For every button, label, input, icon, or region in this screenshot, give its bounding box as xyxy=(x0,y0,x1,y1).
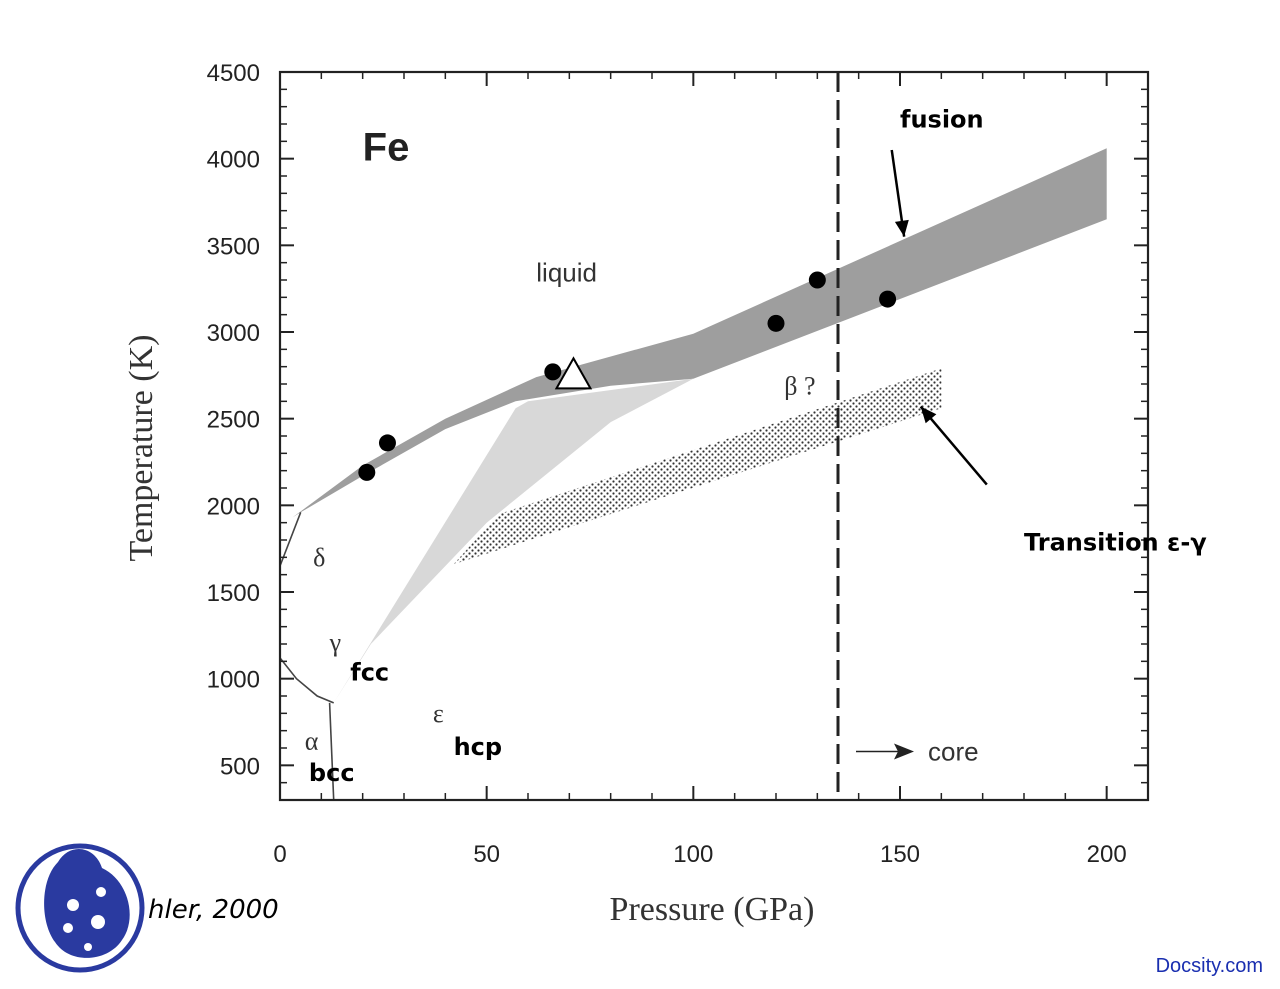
data-point xyxy=(544,363,562,381)
docsity-logo-icon xyxy=(15,843,145,973)
annotation-label: γ xyxy=(329,628,342,657)
boundary-0 xyxy=(279,657,335,704)
fusion-arrow-head-icon xyxy=(894,219,909,237)
watermark-link[interactable]: Docsity.com xyxy=(1156,955,1263,977)
region-0 xyxy=(292,148,1107,518)
annotation-label: fcc xyxy=(350,658,389,686)
citation-text: hler, 2000 xyxy=(148,895,279,925)
y-tick-label: 1000 xyxy=(207,667,260,694)
chart-title: Fe xyxy=(363,125,410,169)
data-point xyxy=(378,434,396,452)
data-point xyxy=(879,290,897,308)
y-tick-label: 3000 xyxy=(207,320,260,347)
x-axis-label: Pressure (GPa) xyxy=(610,891,815,928)
annotation-label: Transition ε-γ xyxy=(1024,528,1207,556)
y-axis-label: Temperature (K) xyxy=(123,335,160,562)
annotation-label: β ? xyxy=(784,371,815,400)
y-tick-label: 1500 xyxy=(207,580,260,607)
x-tick-label: 0 xyxy=(273,841,286,868)
region-2 xyxy=(453,368,942,565)
y-tick-label: 3500 xyxy=(207,233,260,260)
x-tick-label: 150 xyxy=(880,841,920,868)
x-tick-label: 200 xyxy=(1087,841,1127,868)
plot-frame xyxy=(278,70,1150,802)
data-point xyxy=(358,463,376,481)
core-label: core xyxy=(928,736,979,766)
annotation-label: fusion xyxy=(900,105,984,133)
annotation-label: liquid xyxy=(536,258,597,288)
x-tick-label: 100 xyxy=(673,841,713,868)
data-point-triangle xyxy=(554,356,593,390)
y-tick-label: 4000 xyxy=(207,147,260,174)
y-tick-label: 2000 xyxy=(207,493,260,520)
y-tick-label: 4500 xyxy=(207,60,260,87)
annotation-label: ε xyxy=(433,699,444,728)
annotation-label: hcp xyxy=(454,733,503,761)
data-point xyxy=(767,314,785,332)
transition-arrow-shaft xyxy=(919,405,988,486)
plot-area: core 500 1000 1500 2000 2500 3000 3500 4000 4500 0… xyxy=(207,60,1207,868)
transition-arrow-head-icon xyxy=(920,406,937,424)
annotation-label: bcc xyxy=(309,759,355,787)
y-tick-label: 500 xyxy=(220,753,260,780)
y-tick-label: 2500 xyxy=(207,407,260,434)
core-arrow-head-icon xyxy=(894,743,914,760)
boundary-1 xyxy=(328,702,335,801)
x-tick-label: 50 xyxy=(473,841,500,868)
data-point xyxy=(808,271,826,289)
annotation-label: α xyxy=(305,727,319,756)
annotation-label: δ xyxy=(313,543,325,572)
region-1 xyxy=(333,378,694,703)
